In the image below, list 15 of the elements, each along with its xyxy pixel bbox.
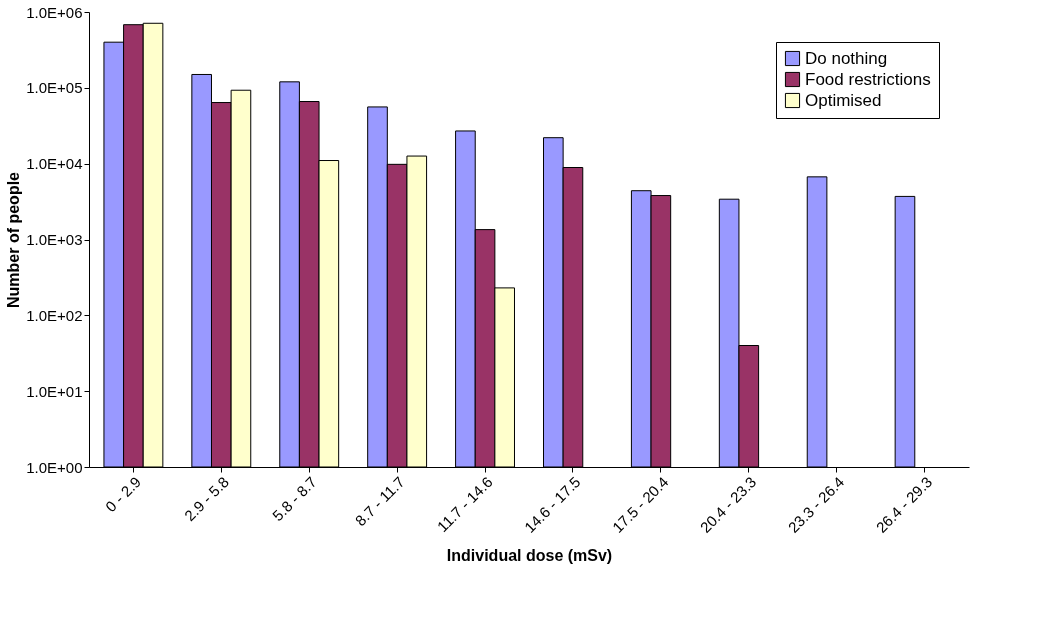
y-tick-label: 1.0E+06 <box>26 3 83 21</box>
legend-label: Do nothing <box>805 48 888 68</box>
y-tick-label: 1.0E+03 <box>26 231 83 248</box>
y-tick-label: 1.0E+05 <box>26 79 83 97</box>
y-tick-label: 1.0E+02 <box>26 306 83 324</box>
legend-label: Optimised <box>805 90 882 110</box>
y-tick-label: 1.0E+00 <box>26 458 83 476</box>
x-tick-label: 2.9 - 5.8 <box>180 473 232 525</box>
x-tick-label: 5.8 - 8.7 <box>268 473 320 525</box>
legend-label: Food restrictions <box>805 69 931 89</box>
x-tick-label: 0 - 2.9 <box>101 473 144 516</box>
y-axis-title: Number of people <box>5 171 23 309</box>
y-tick-label: 1.0E+04 <box>26 155 83 173</box>
y-tick-label: 1.0E+01 <box>26 382 83 400</box>
x-axis-title: Individual dose (mSv) <box>446 546 613 564</box>
